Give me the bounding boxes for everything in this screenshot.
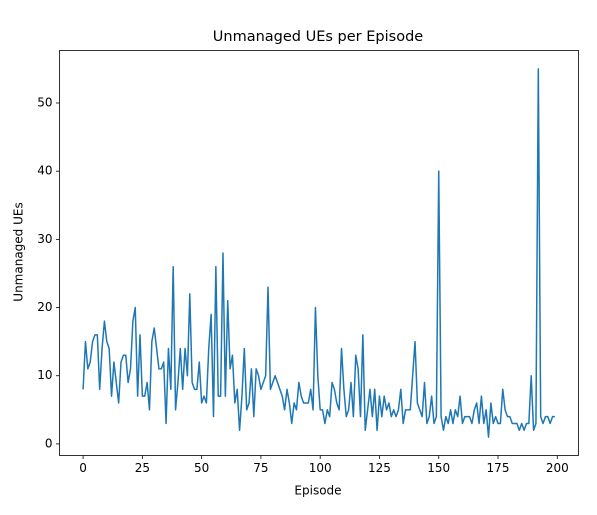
y-tick-label: 30 [37, 232, 52, 246]
x-tick-label: 125 [368, 461, 391, 475]
line-series [82, 68, 555, 438]
y-tick-label: 0 [45, 436, 53, 450]
x-tick-label: 75 [253, 461, 268, 475]
y-tick-label: 50 [37, 96, 52, 110]
x-tick-label: 50 [194, 461, 209, 475]
y-tick-label: 10 [37, 368, 52, 382]
x-axis-label: Episode [294, 484, 341, 498]
x-tick-label: 175 [487, 461, 510, 475]
x-tick-label: 0 [79, 461, 87, 475]
y-axis-label: Unmanaged UEs [12, 202, 26, 301]
chart-title: Unmanaged UEs per Episode [213, 29, 423, 45]
plot-frame [59, 50, 579, 456]
x-tick-label: 200 [546, 461, 569, 475]
y-tick-label: 40 [37, 164, 52, 178]
y-tick-label: 20 [37, 300, 52, 314]
x-tick-label: 25 [135, 461, 150, 475]
x-tick-label: 100 [309, 461, 332, 475]
x-tick-label: 150 [427, 461, 450, 475]
